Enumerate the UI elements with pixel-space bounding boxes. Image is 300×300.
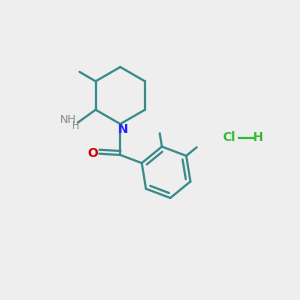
Text: NH: NH xyxy=(60,115,77,125)
Text: Cl: Cl xyxy=(223,131,236,144)
Text: H: H xyxy=(72,121,80,131)
Text: O: O xyxy=(87,147,98,160)
Text: N: N xyxy=(118,123,128,136)
Text: H: H xyxy=(253,131,264,144)
